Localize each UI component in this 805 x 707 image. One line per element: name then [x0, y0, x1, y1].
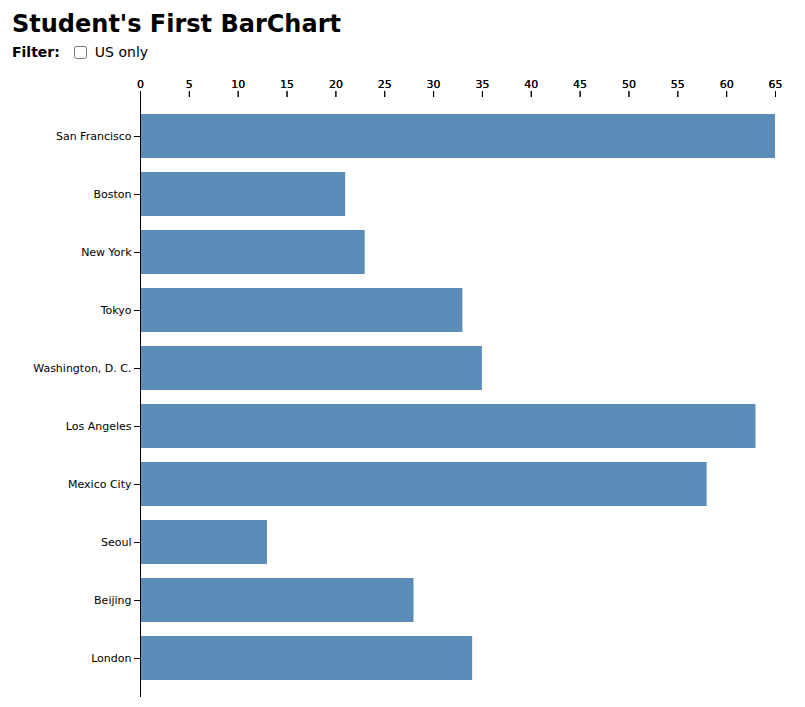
svg-text:15: 15	[280, 78, 294, 91]
svg-text:65: 65	[769, 78, 783, 91]
svg-text:5: 5	[186, 78, 193, 91]
svg-text:50: 50	[622, 78, 636, 91]
svg-text:45: 45	[573, 78, 587, 91]
svg-text:Boston: Boston	[93, 188, 131, 201]
svg-text:Seoul: Seoul	[101, 536, 132, 549]
html-text:Student's First BarChart: Student's First BarChart	[12, 10, 341, 38]
svg-text:10: 10	[231, 78, 245, 91]
svg-text:40: 40	[524, 78, 538, 91]
svg-text:Washington, D. C.: Washington, D. C.	[33, 362, 131, 375]
svg-text:10: 10	[231, 78, 245, 91]
svg-text:New York: New York	[81, 246, 132, 259]
svg-text:20: 20	[329, 78, 343, 91]
svg-text:Beijing: Beijing	[94, 594, 131, 607]
svg-text:40: 40	[524, 78, 538, 91]
html-text:US only: US only	[94, 44, 149, 60]
svg-text:Los Angeles: Los Angeles	[66, 420, 132, 433]
svg-text:5: 5	[186, 78, 193, 91]
svg-text:0: 0	[137, 78, 144, 91]
html-text:Filter:: Filter:	[12, 44, 60, 60]
svg-text:55: 55	[671, 78, 685, 91]
svg-text:45: 45	[573, 78, 587, 91]
svg-text:25: 25	[378, 78, 392, 91]
svg-text:60: 60	[720, 78, 734, 91]
svg-text:35: 35	[475, 78, 489, 91]
svg-text:30: 30	[427, 78, 441, 91]
svg-text:London: London	[91, 652, 131, 665]
svg-text:50: 50	[622, 78, 636, 91]
svg-text:25: 25	[378, 78, 392, 91]
svg-text:15: 15	[280, 78, 294, 91]
svg-text:Mexico City: Mexico City	[68, 478, 132, 491]
svg-text:Tokyo: Tokyo	[100, 304, 132, 317]
svg-text:60: 60	[720, 78, 734, 91]
svg-text:20: 20	[329, 78, 343, 91]
svg-text:30: 30	[427, 78, 441, 91]
svg-text:55: 55	[671, 78, 685, 91]
svg-text:San Francisco: San Francisco	[56, 130, 132, 143]
svg-text:65: 65	[769, 78, 783, 91]
svg-text:35: 35	[475, 78, 489, 91]
svg-text:0: 0	[137, 78, 144, 91]
